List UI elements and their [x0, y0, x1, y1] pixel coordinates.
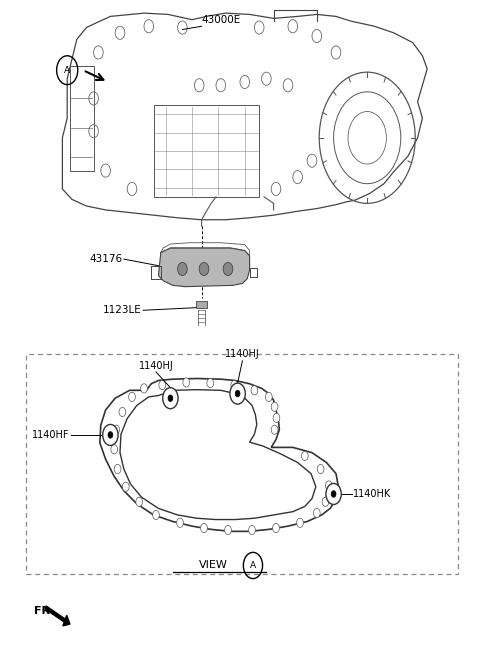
- Text: 1140HJ: 1140HJ: [139, 361, 173, 371]
- Circle shape: [168, 395, 173, 401]
- Circle shape: [313, 508, 320, 518]
- FancyBboxPatch shape: [196, 301, 207, 308]
- Text: 1140HF: 1140HF: [32, 430, 70, 440]
- Circle shape: [114, 464, 121, 474]
- Text: 43176: 43176: [89, 254, 122, 264]
- Circle shape: [231, 380, 238, 390]
- Text: VIEW: VIEW: [199, 560, 228, 571]
- Circle shape: [178, 262, 187, 276]
- Circle shape: [251, 386, 258, 395]
- Circle shape: [297, 518, 303, 527]
- Circle shape: [230, 383, 245, 404]
- Circle shape: [201, 523, 207, 533]
- Circle shape: [301, 451, 308, 461]
- Text: A: A: [64, 66, 70, 75]
- Circle shape: [136, 497, 143, 506]
- Circle shape: [317, 464, 324, 474]
- Circle shape: [325, 481, 332, 490]
- Circle shape: [119, 407, 126, 417]
- Polygon shape: [158, 248, 250, 287]
- Circle shape: [322, 497, 329, 506]
- Circle shape: [111, 445, 118, 454]
- Circle shape: [273, 413, 280, 422]
- Circle shape: [108, 432, 113, 438]
- Circle shape: [103, 424, 118, 445]
- Circle shape: [122, 482, 129, 491]
- Circle shape: [129, 392, 135, 401]
- Circle shape: [159, 380, 166, 390]
- Circle shape: [331, 491, 336, 497]
- FancyArrow shape: [45, 606, 70, 626]
- Circle shape: [141, 384, 147, 393]
- Circle shape: [271, 402, 278, 411]
- Circle shape: [183, 378, 190, 387]
- Circle shape: [326, 483, 341, 504]
- Circle shape: [225, 525, 231, 535]
- Circle shape: [207, 379, 214, 388]
- Circle shape: [223, 262, 233, 276]
- Circle shape: [113, 425, 120, 434]
- Text: A: A: [250, 561, 256, 570]
- Circle shape: [199, 262, 209, 276]
- Text: 1140HJ: 1140HJ: [225, 350, 260, 359]
- Circle shape: [271, 425, 278, 434]
- Circle shape: [273, 523, 279, 533]
- Circle shape: [153, 510, 159, 520]
- Circle shape: [235, 390, 240, 397]
- Circle shape: [163, 388, 178, 409]
- Circle shape: [249, 525, 255, 535]
- Text: FR.: FR.: [34, 606, 54, 617]
- Circle shape: [265, 392, 272, 401]
- Circle shape: [177, 518, 183, 527]
- Text: 43000E: 43000E: [201, 15, 240, 25]
- Text: 1123LE: 1123LE: [103, 305, 142, 316]
- Text: 1140HK: 1140HK: [353, 489, 391, 499]
